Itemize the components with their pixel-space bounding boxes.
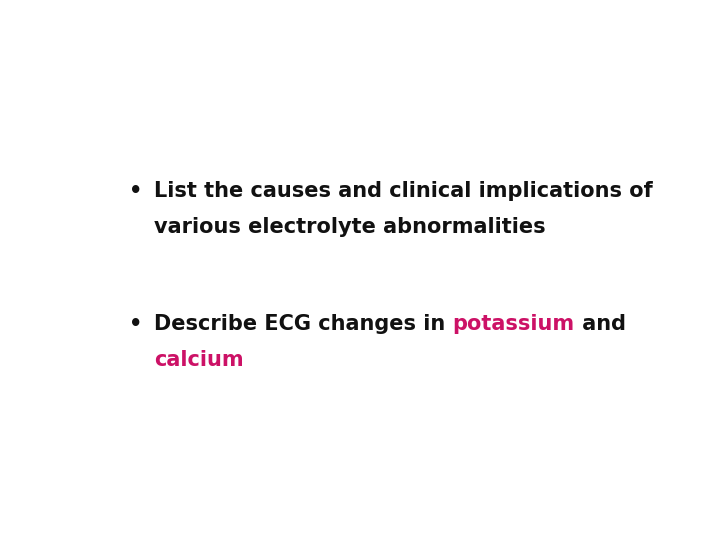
- Text: List the causes and clinical implications of: List the causes and clinical implication…: [154, 181, 653, 201]
- Text: calcium: calcium: [154, 349, 244, 369]
- Text: various electrolyte abnormalities: various electrolyte abnormalities: [154, 217, 546, 237]
- Text: potassium: potassium: [453, 314, 575, 334]
- Text: and: and: [575, 314, 626, 334]
- Text: •: •: [129, 314, 143, 334]
- Text: •: •: [129, 181, 143, 201]
- Text: Describe ECG changes in: Describe ECG changes in: [154, 314, 453, 334]
